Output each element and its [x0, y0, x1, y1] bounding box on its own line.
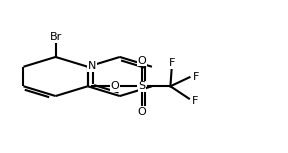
Text: F: F	[193, 71, 199, 82]
Text: O: O	[137, 56, 146, 66]
Text: Br: Br	[50, 32, 62, 42]
Text: N: N	[88, 61, 96, 71]
Text: F: F	[169, 58, 175, 68]
Text: S: S	[138, 81, 145, 91]
Text: O: O	[110, 81, 119, 91]
Text: F: F	[192, 96, 198, 106]
Text: O: O	[137, 107, 146, 117]
